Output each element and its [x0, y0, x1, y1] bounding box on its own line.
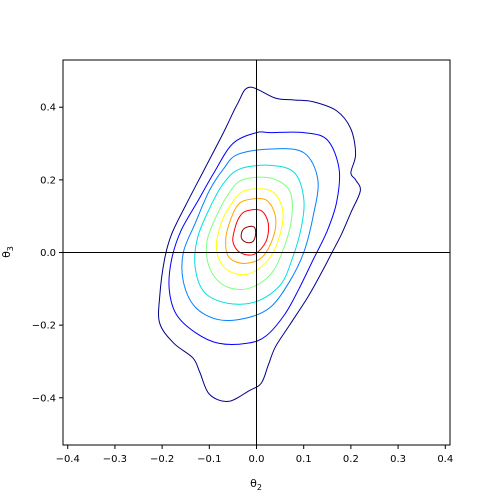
x-tick-label: 0.3 [390, 454, 406, 465]
y-axis-ticks: −0.4 −0.2 0.0 0.2 0.4 [32, 103, 63, 404]
x-axis-ticks: −0.4 −0.3 −0.2 −0.1 0.0 0.1 0.2 0.3 0.4 [56, 445, 453, 465]
y-tick-label: 0.0 [40, 248, 56, 259]
contour-line-7 [225, 197, 277, 264]
x-tick-label: 0.4 [437, 454, 453, 465]
y-axis-label: θ3 [0, 246, 15, 258]
y-tick-label: −0.2 [32, 321, 56, 332]
x-tick-label: 0.0 [249, 454, 265, 465]
contour-line-9 [240, 225, 257, 244]
x-tick-label: 0.1 [296, 454, 312, 465]
contour-line-3 [181, 148, 319, 321]
y-tick-label: 0.2 [40, 175, 56, 186]
x-tick-label: 0.2 [343, 454, 359, 465]
x-tick-label: −0.3 [103, 454, 127, 465]
y-tick-label: 0.4 [40, 103, 56, 114]
x-tick-label: −0.4 [56, 454, 80, 465]
contour-line-2 [168, 131, 341, 345]
contour-line-5 [205, 176, 293, 291]
contour-line-1 [158, 86, 361, 402]
contour-line-6 [215, 188, 284, 276]
contour-line-8 [232, 209, 270, 256]
x-axis-label: θ2 [250, 477, 262, 492]
y-tick-label: −0.4 [32, 393, 56, 404]
contour-lines [158, 86, 361, 402]
x-tick-label: −0.1 [197, 454, 221, 465]
x-tick-label: −0.2 [150, 454, 174, 465]
